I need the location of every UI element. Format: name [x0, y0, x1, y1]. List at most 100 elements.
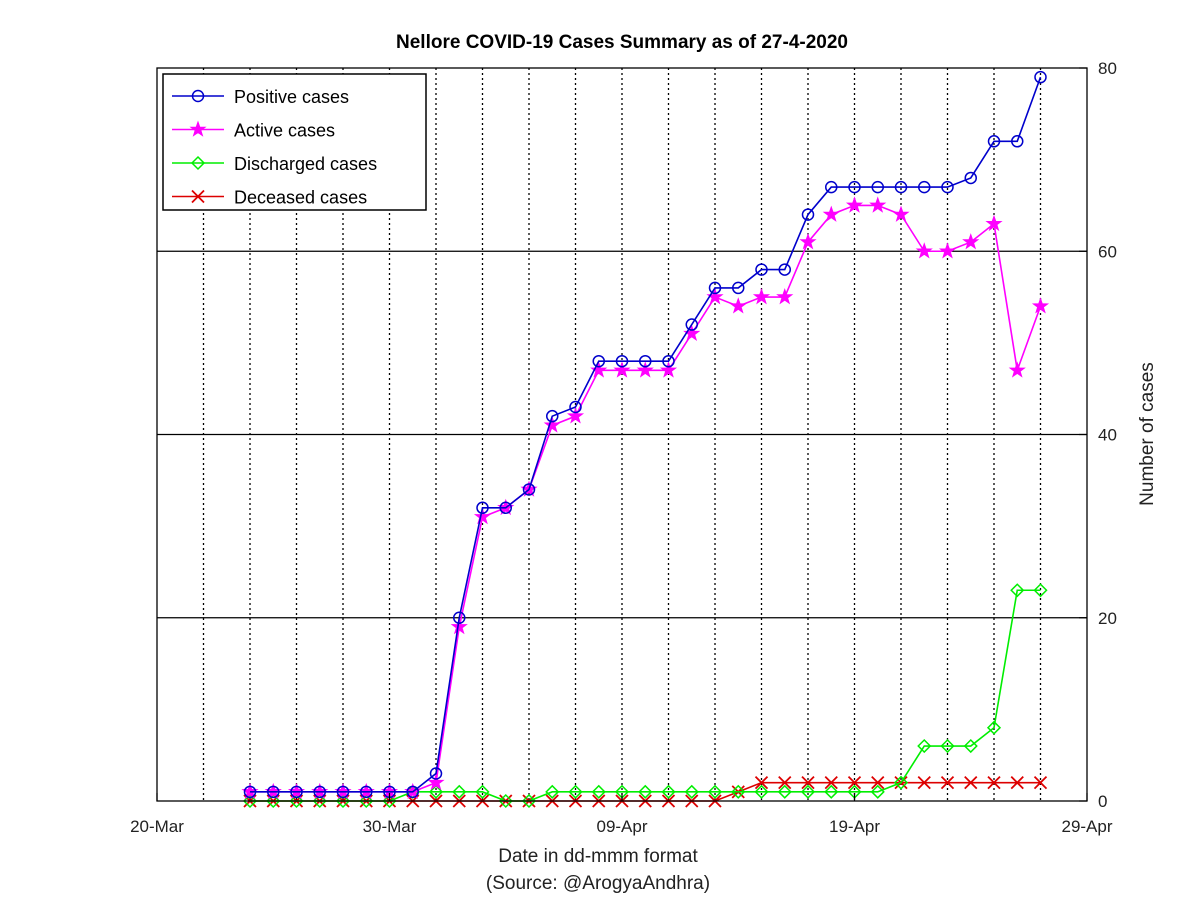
data-point-active-cases — [776, 288, 794, 305]
data-point-discharged-cases — [1010, 583, 1025, 598]
data-point-positive-cases — [1011, 135, 1024, 148]
data-point-discharged-cases — [498, 793, 513, 809]
data-point-discharged-cases — [684, 784, 699, 799]
data-point-discharged-cases — [800, 784, 816, 799]
legend: Positive cases Active cases Discharged cas… — [162, 73, 427, 211]
data-point-active-cases — [752, 288, 771, 305]
data-point-deceased-cases — [871, 776, 885, 790]
data-point-active-cases — [1031, 297, 1050, 314]
data-point-positive-cases — [871, 180, 884, 194]
data-point-positive-cases — [476, 501, 489, 515]
legend-entry-positive-cases: Positive cases — [172, 87, 349, 107]
data-point-active-cases — [543, 416, 561, 433]
data-point-discharged-cases — [917, 738, 932, 754]
data-point-positive-cases — [964, 171, 977, 185]
data-point-active-cases — [1008, 361, 1026, 378]
legend-marker-deceased-cases — [191, 189, 205, 204]
data-point-positive-cases — [499, 501, 512, 515]
data-point-active-cases — [427, 773, 445, 790]
legend-marker-positive-cases — [191, 89, 205, 103]
data-point-active-cases — [822, 205, 840, 222]
data-point-discharged-cases — [1033, 583, 1048, 598]
data-point-discharged-cases — [545, 784, 560, 799]
data-point-positive-cases — [825, 180, 838, 194]
ticks: 20-Mar 30-Mar 09-Apr 19-Apr 29-Apr 0 20 40 60 80 — [130, 59, 1117, 836]
data-point-deceased-cases — [801, 776, 815, 790]
data-point-discharged-cases — [754, 784, 769, 799]
data-point-active-cases — [613, 361, 631, 378]
legend-entry-active-cases: Active cases — [172, 120, 335, 141]
data-point-discharged-cases — [591, 784, 606, 799]
data-point-positive-cases — [290, 785, 303, 799]
series-layer — [241, 70, 1050, 809]
data-point-discharged-cases — [289, 793, 304, 809]
y-tick-label: 60 — [1098, 242, 1117, 261]
data-point-positive-cases — [639, 354, 652, 368]
data-point-active-cases — [636, 361, 654, 378]
data-point-discharged-cases — [312, 793, 327, 809]
data-point-deceased-cases — [917, 776, 931, 790]
data-point-discharged-cases — [521, 793, 537, 809]
data-point-discharged-cases — [475, 784, 490, 799]
data-point-discharged-cases — [824, 784, 839, 799]
data-point-positive-cases — [1034, 70, 1047, 84]
data-point-positive-cases — [685, 318, 698, 331]
legend-label-discharged-cases: Discharged cases — [234, 154, 377, 174]
data-point-deceased-cases — [940, 776, 955, 790]
data-point-positive-cases — [453, 611, 466, 624]
data-point-discharged-cases — [382, 793, 397, 809]
data-point-discharged-cases — [266, 793, 281, 809]
data-point-deceased-cases — [754, 776, 769, 790]
data-point-positive-cases — [662, 354, 675, 368]
data-point-positive-cases — [522, 483, 536, 496]
data-point-active-cases — [473, 507, 492, 525]
data-point-positive-cases — [313, 785, 326, 799]
data-point-positive-cases — [406, 785, 419, 799]
data-point-active-cases — [706, 288, 724, 305]
data-point-active-cases — [566, 407, 585, 424]
data-point-active-cases — [590, 361, 608, 378]
series-positive-cases — [243, 70, 1047, 799]
data-point-discharged-cases — [963, 738, 978, 754]
x-axis-label: Date in dd-mmm format — [498, 846, 698, 867]
legend-entry-discharged-cases: Discharged cases — [172, 154, 377, 174]
data-point-active-cases — [729, 297, 747, 314]
legend-label-positive-cases: Positive cases — [234, 87, 349, 107]
data-point-positive-cases — [918, 180, 931, 194]
data-point-deceased-cases — [847, 776, 862, 790]
legend-marker-discharged-cases — [190, 155, 206, 171]
legend-label-deceased-cases: Deceased cases — [234, 188, 367, 208]
data-point-discharged-cases — [242, 793, 258, 809]
y-tick-label: 0 — [1098, 792, 1107, 811]
data-point-discharged-cases — [870, 784, 885, 799]
data-point-discharged-cases — [428, 784, 444, 799]
data-point-positive-cases — [592, 354, 605, 368]
data-point-positive-cases — [546, 409, 559, 423]
data-point-deceased-cases — [778, 776, 792, 790]
data-point-discharged-cases — [335, 793, 351, 809]
y-axis-label: Number of cases — [1137, 362, 1158, 506]
data-point-discharged-cases — [777, 784, 792, 799]
data-point-positive-cases — [778, 263, 791, 276]
data-point-positive-cases — [569, 400, 582, 414]
x-tick-label: 29-Apr — [1061, 817, 1112, 836]
data-point-deceased-cases — [1033, 776, 1048, 790]
legend-entry-deceased-cases: Deceased cases — [172, 188, 367, 208]
data-point-deceased-cases — [987, 776, 1001, 790]
data-point-discharged-cases — [893, 775, 909, 790]
data-point-deceased-cases — [1010, 776, 1024, 790]
data-point-discharged-cases — [638, 784, 653, 799]
data-point-discharged-cases — [986, 720, 1002, 735]
data-point-positive-cases — [801, 208, 815, 221]
data-point-active-cases — [799, 233, 817, 250]
y-tick-label: 80 — [1098, 59, 1117, 78]
data-point-active-cases — [938, 242, 957, 259]
x-tick-label: 20-Mar — [130, 817, 184, 836]
data-point-active-cases — [962, 233, 980, 250]
data-point-active-cases — [985, 214, 1003, 232]
data-point-positive-cases — [941, 180, 954, 194]
x-axis-label-source: (Source: @ArogyaAndhra) — [486, 873, 710, 894]
data-point-positive-cases — [267, 785, 280, 799]
data-point-positive-cases — [894, 180, 908, 194]
